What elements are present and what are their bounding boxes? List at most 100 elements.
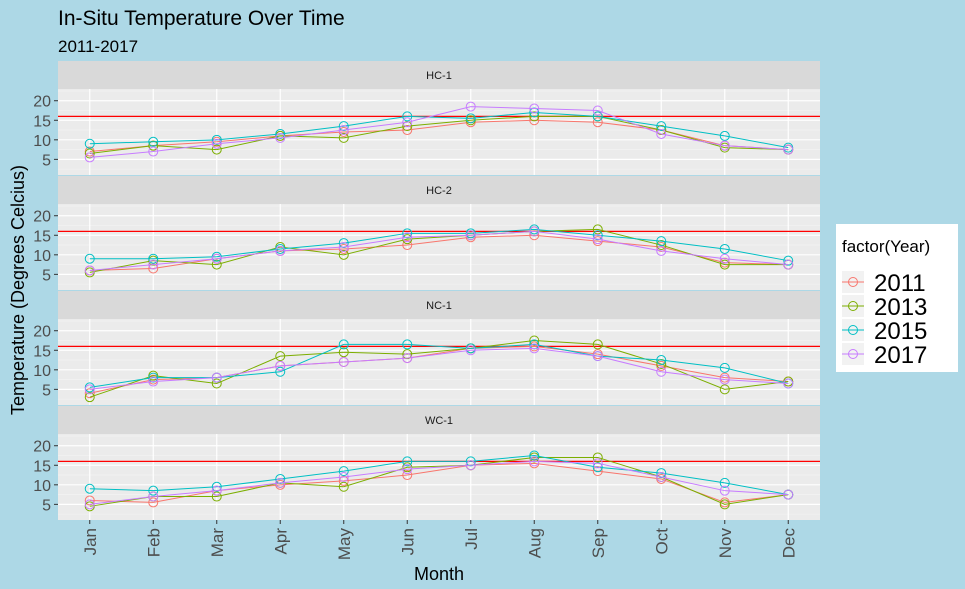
facet-panels: HC-1 5 10 15 20 HC-2 5 10 15 20 NC-1 5 10 15 20 WC-1 5 10…	[33, 61, 820, 520]
data-point-2015-feb	[148, 253, 159, 264]
plot-background	[58, 204, 820, 290]
y-tick-label: 10	[33, 363, 51, 380]
series-line-2013	[89, 456, 789, 507]
data-point-2015-may	[338, 339, 349, 350]
plot-background	[58, 434, 820, 520]
data-point-2017-aug	[529, 103, 540, 114]
data-point-2015-sep	[592, 111, 603, 122]
y-tick-label: 20	[33, 439, 51, 456]
data-point-2015-nov	[719, 130, 730, 141]
data-point-2017-aug	[529, 343, 540, 354]
data-point-2017-mar	[211, 372, 222, 383]
data-point-2015-may	[338, 238, 349, 249]
data-point-2017-dec	[783, 378, 794, 389]
data-point-2017-sep	[592, 458, 603, 469]
data-point-2017-may	[338, 242, 349, 252]
x-tick-label-jun: Jun	[398, 528, 417, 555]
facet-strip	[58, 291, 820, 319]
data-point-2017-feb	[148, 259, 159, 270]
data-point-2013-aug	[529, 335, 540, 346]
data-point-2013-jun	[402, 121, 413, 132]
x-tick-label-may: May	[335, 528, 354, 561]
data-point-2017-jul	[465, 460, 476, 471]
data-point-2017-nov	[719, 374, 730, 385]
series-line-2017	[89, 460, 789, 505]
data-point-2015-jan	[84, 253, 95, 264]
data-point-2011-jun	[402, 470, 413, 481]
data-point-2013-sep	[592, 452, 603, 463]
series-line-2011	[89, 462, 789, 503]
data-point-2017-aug	[529, 456, 540, 467]
data-point-2013-sep	[592, 224, 603, 235]
y-tick-label: 10	[33, 133, 51, 150]
y-tick-label: 20	[33, 94, 51, 111]
data-point-2013-mar	[211, 144, 222, 155]
data-point-2013-oct	[656, 125, 667, 136]
x-tick-label-nov: Nov	[716, 528, 735, 559]
data-point-2015-sep	[592, 462, 603, 473]
facet-strip-label: HC-1	[426, 70, 452, 82]
data-point-2015-feb	[148, 136, 159, 147]
facet-strip	[58, 406, 820, 434]
data-point-2015-aug	[529, 450, 540, 461]
data-point-2011-jun	[402, 240, 413, 251]
data-point-2017-dec	[783, 259, 794, 270]
data-point-2017-sep	[592, 351, 603, 362]
data-point-2015-aug	[529, 107, 540, 118]
facet-strip-label: HC-2	[426, 185, 452, 197]
data-point-2015-jun	[402, 339, 413, 350]
data-point-2013-aug	[529, 111, 540, 122]
data-point-2017-jul	[465, 345, 476, 356]
data-point-2013-nov	[719, 384, 730, 395]
data-point-2017-jun	[402, 117, 413, 128]
legend-label-2017: 2017	[874, 342, 927, 369]
series-line-2015	[89, 228, 789, 262]
data-point-2015-nov	[719, 477, 730, 488]
data-point-2013-oct	[656, 358, 667, 369]
legend-key-point	[848, 277, 858, 287]
data-point-2017-oct	[656, 366, 667, 377]
data-point-2013-jan	[84, 148, 95, 159]
data-point-2015-apr	[275, 366, 286, 377]
data-point-2017-may	[338, 125, 349, 136]
facet-panel-hc-1: HC-1 5 10 15 20	[33, 61, 820, 175]
data-point-2015-jan	[84, 138, 95, 149]
data-point-2015-feb	[148, 485, 159, 496]
data-point-2017-jan	[84, 384, 95, 395]
series-line-2015	[89, 454, 789, 496]
data-point-2015-apr	[275, 128, 286, 139]
legend-key-point	[848, 325, 858, 335]
data-point-2017-nov	[719, 253, 730, 264]
data-point-2013-nov	[719, 499, 730, 510]
data-point-2015-oct	[656, 121, 667, 132]
y-tick-label: 10	[33, 478, 51, 495]
data-point-2017-jul	[465, 101, 476, 112]
series-line-2017	[89, 230, 789, 271]
data-point-2017-jan	[84, 499, 95, 510]
data-point-2015-aug	[529, 339, 540, 350]
series-line-2017	[89, 347, 789, 390]
data-point-2015-oct	[656, 468, 667, 479]
series-line-2013	[89, 228, 789, 273]
x-tick-label-oct: Oct	[652, 528, 671, 555]
data-point-2015-nov	[719, 243, 730, 254]
data-point-2015-nov	[719, 362, 730, 373]
data-point-2013-mar	[211, 259, 222, 270]
data-point-2017-apr	[275, 245, 286, 256]
data-point-2017-nov	[719, 140, 730, 151]
series-line-2015	[89, 343, 789, 388]
series-line-2015	[89, 111, 789, 149]
data-point-2017-jun	[402, 464, 413, 475]
y-tick-label: 20	[33, 324, 51, 341]
data-point-2015-apr	[275, 473, 286, 484]
facet-strip	[58, 176, 820, 204]
facet-strip	[58, 61, 820, 89]
data-point-2017-feb	[148, 146, 159, 157]
x-tick-label-jul: Jul	[462, 528, 481, 550]
data-point-2011-aug	[529, 230, 540, 241]
data-point-2013-may	[338, 249, 349, 260]
legend-title: factor(Year)	[842, 237, 930, 256]
data-point-2015-dec	[783, 255, 794, 266]
